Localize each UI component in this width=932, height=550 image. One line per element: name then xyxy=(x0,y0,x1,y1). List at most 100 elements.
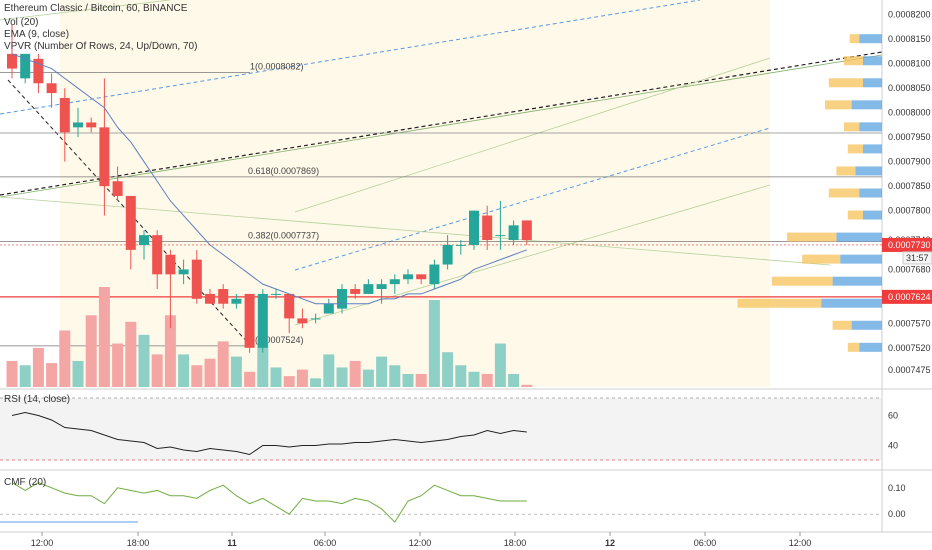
candle-body xyxy=(20,53,31,79)
candle-body xyxy=(495,235,506,237)
rsi-band xyxy=(0,398,882,460)
ema-line xyxy=(11,53,527,305)
candle-body xyxy=(99,127,110,187)
candle-body xyxy=(231,298,242,304)
fib-level-label: 1(0.0008082) xyxy=(250,62,304,72)
candle-body xyxy=(416,274,427,280)
candle-body xyxy=(469,210,479,245)
vpvr-bar-up xyxy=(863,144,882,154)
vol-indicator-label[interactable]: Vol (20) xyxy=(4,17,39,28)
time-tick-label: 06:00 xyxy=(694,538,717,548)
vpvr-bar-up xyxy=(859,34,882,44)
volume-bar xyxy=(283,376,295,387)
volume-bar xyxy=(376,356,388,387)
vpvr-bar-down xyxy=(832,320,852,330)
candle-body xyxy=(389,279,400,285)
vpvr-bar-down xyxy=(828,188,860,198)
vpvr-bar-down xyxy=(847,342,860,352)
candle-body xyxy=(455,244,466,246)
price-tick-label: 0.0007520 xyxy=(888,343,931,353)
vpvr-bar-up xyxy=(840,254,882,264)
candle-body xyxy=(244,293,255,348)
volume-bar xyxy=(389,365,401,387)
vpvr-bar-up xyxy=(855,166,882,176)
vpvr-bar-up xyxy=(821,298,882,308)
candle-body xyxy=(46,83,57,94)
candle-body xyxy=(297,318,308,324)
cmf-tick-label: 0.00 xyxy=(888,509,906,519)
volume-bar xyxy=(455,365,467,387)
volume-bar xyxy=(296,369,308,387)
fib-level-label: 0.382(0.0007737) xyxy=(248,231,319,241)
time-tick-label: 12:00 xyxy=(31,538,54,548)
rsi-pane-label[interactable]: RSI (14, close) xyxy=(4,394,71,405)
vpvr-bar-down xyxy=(771,276,833,286)
trend-line xyxy=(0,0,701,115)
price-tick-label: 0.0007680 xyxy=(888,264,931,274)
price-tick-label: 0.0007900 xyxy=(888,157,931,167)
volume-bar xyxy=(164,315,176,387)
candle-body xyxy=(191,259,202,299)
trend-line xyxy=(0,51,883,196)
price-tick-label: 0.0007950 xyxy=(888,132,931,142)
volume-bar xyxy=(270,367,282,387)
vpvr-bar-down xyxy=(825,100,852,110)
candle-body xyxy=(337,289,347,309)
candle-body xyxy=(271,293,281,295)
candle-body xyxy=(403,274,413,280)
candle-body xyxy=(363,284,374,294)
candle-body xyxy=(310,318,321,320)
candle-body xyxy=(284,293,295,319)
candle-body xyxy=(521,220,532,241)
volume-bar xyxy=(362,369,374,387)
volume-bar xyxy=(59,330,71,387)
ema-indicator-label[interactable]: EMA (9, close) xyxy=(4,29,70,40)
volume-bar xyxy=(85,315,97,387)
vpvr-bar-up xyxy=(863,210,882,220)
pitchfork-zone xyxy=(60,0,770,387)
volume-bar xyxy=(349,360,361,387)
price-tick-label: 0.0007570 xyxy=(888,318,931,328)
candle-body xyxy=(376,284,387,290)
candle-body xyxy=(125,195,136,250)
vpvr-indicator-label[interactable]: VPVR (Number Of Rows, 24, Up/Down, 70) xyxy=(4,41,198,52)
candle-body xyxy=(178,269,189,275)
vpvr-bar-up xyxy=(859,342,882,352)
vpvr-bar-down xyxy=(844,122,860,132)
candle-body xyxy=(165,254,176,275)
trend-line xyxy=(294,127,771,271)
price-line-tag xyxy=(882,289,932,304)
volume-bar xyxy=(217,341,229,387)
vpvr-bar-down xyxy=(836,166,856,176)
fib-level-label: 0(0.0007524) xyxy=(250,335,304,345)
time-tick-label: 06:00 xyxy=(314,538,337,548)
price-tick-label: 0.0007475 xyxy=(888,365,931,375)
rsi-tick-label: 40 xyxy=(888,441,898,451)
vpvr-bar-up xyxy=(851,320,882,330)
price-line-tag-text: 0.0007624 xyxy=(888,292,931,302)
candle-body xyxy=(323,303,334,314)
candle-body xyxy=(139,235,149,245)
vpvr-bar-down xyxy=(844,56,863,66)
vpvr-bar-up xyxy=(863,78,882,88)
volume-bar xyxy=(310,378,322,387)
time-tick-label: 12:00 xyxy=(409,538,432,548)
volume-bar xyxy=(257,339,269,387)
candle-body xyxy=(112,181,123,196)
price-tick-label: 0.0007800 xyxy=(888,206,931,216)
volume-bar xyxy=(151,354,163,387)
cmf-tick-label: 0.10 xyxy=(888,483,906,493)
candle-body xyxy=(7,53,17,69)
candle-body xyxy=(59,97,70,133)
volume-bar xyxy=(481,373,493,387)
time-tick-label: 12:00 xyxy=(789,538,812,548)
volume-bar xyxy=(98,287,110,387)
price-tick-label: 0.0008050 xyxy=(888,83,931,93)
vpvr-bar-down xyxy=(828,78,863,88)
current-price-text: 0.0007730 xyxy=(888,240,931,250)
vpvr-bar-down xyxy=(849,34,860,44)
volume-bar xyxy=(402,373,414,387)
cmf-pane-label[interactable]: CMF (20) xyxy=(4,477,47,488)
price-tick-label: 0.0008150 xyxy=(888,34,931,44)
